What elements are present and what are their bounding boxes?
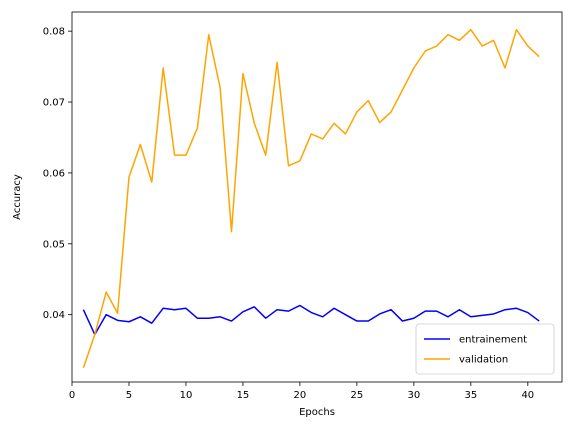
x-tick-label: 30 xyxy=(407,390,420,401)
plot-frame xyxy=(71,11,563,383)
x-tick-label: 5 xyxy=(126,390,132,401)
y-tick-label: 0.07 xyxy=(43,98,65,109)
x-tick-label: 15 xyxy=(237,390,250,401)
legend-label-entrainement: entrainement xyxy=(459,335,527,346)
y-tick-label: 0.08 xyxy=(43,27,65,38)
plot-area xyxy=(71,11,563,383)
y-axis-ticks: 0.04 0.05 0.06 0.07 0.08 xyxy=(43,27,72,321)
y-axis-label: Accuracy xyxy=(12,174,23,220)
x-tick-label: 10 xyxy=(180,390,193,401)
x-tick-label: 40 xyxy=(521,390,534,401)
x-axis-ticks: 0 5 10 15 20 25 30 35 40 xyxy=(69,382,534,401)
y-tick-label: 0.05 xyxy=(43,239,65,250)
x-tick-label: 25 xyxy=(351,390,364,401)
y-tick-label: 0.06 xyxy=(43,168,65,179)
legend-label-validation: validation xyxy=(459,355,508,366)
x-tick-label: 35 xyxy=(464,390,477,401)
x-tick-label: 0 xyxy=(69,390,75,401)
legend: entrainement validation xyxy=(415,323,555,375)
series-line-entrainement xyxy=(82,304,540,336)
x-tick-label: 20 xyxy=(294,390,307,401)
series-line-validation xyxy=(82,28,540,369)
y-tick-label: 0.04 xyxy=(43,310,65,321)
legend-box xyxy=(415,323,555,375)
x-axis-label: Epochs xyxy=(299,407,335,418)
